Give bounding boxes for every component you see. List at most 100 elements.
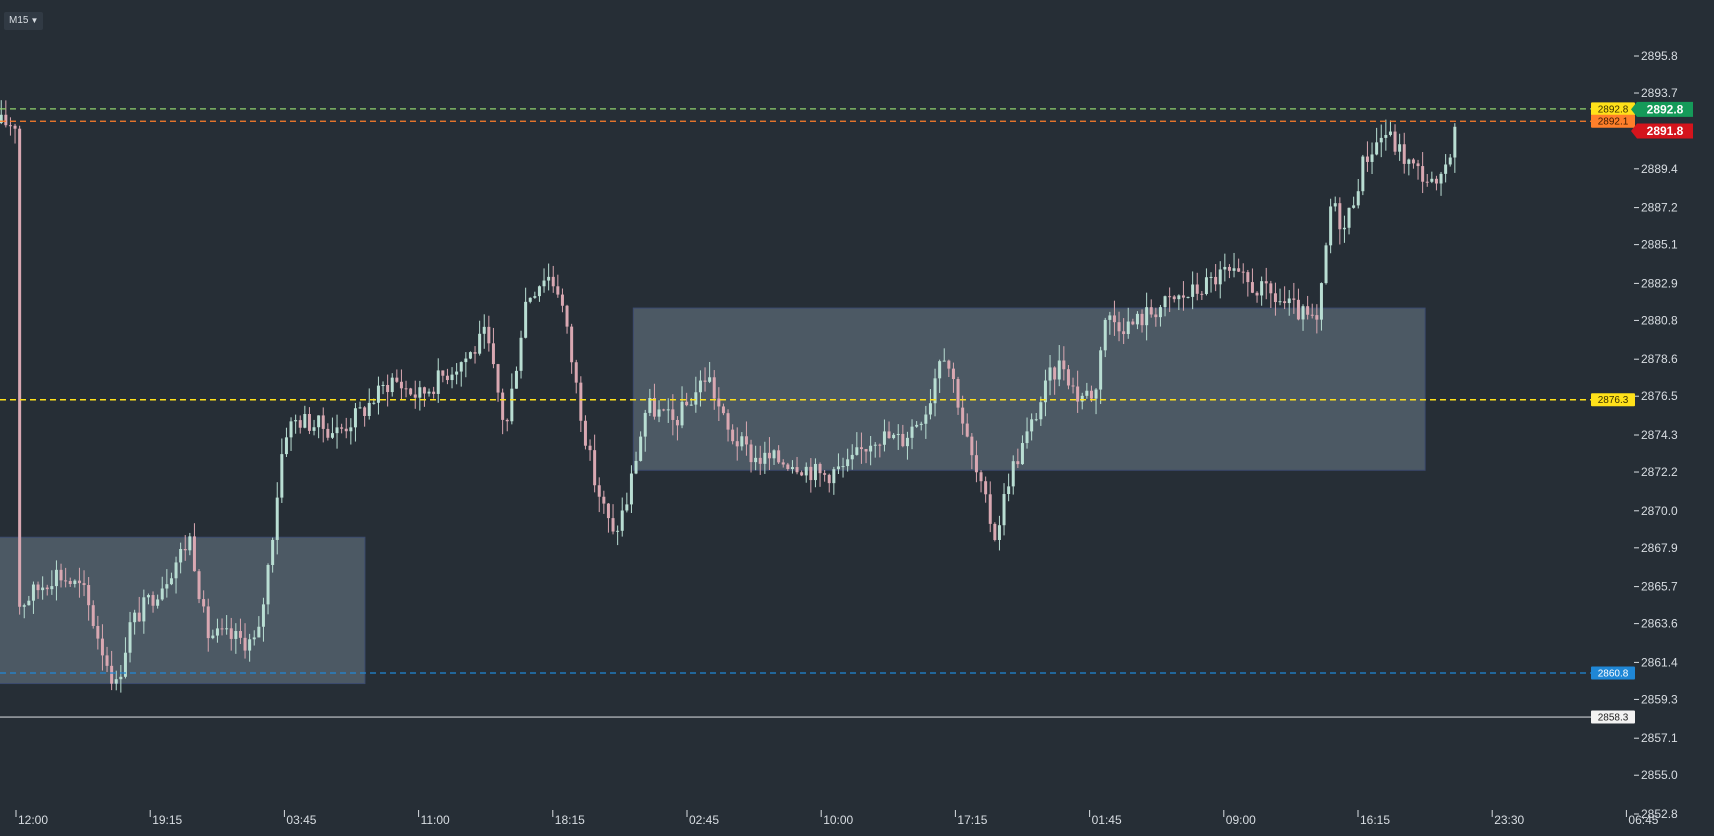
candle (1140, 309, 1144, 333)
candle (1416, 159, 1420, 180)
candle (381, 381, 385, 395)
ask-quote-tag: 2892.8 (1631, 101, 1693, 117)
candle (974, 440, 978, 483)
candle (896, 424, 900, 450)
candle (593, 434, 597, 493)
candle (146, 593, 150, 605)
candle (482, 314, 486, 349)
candle (1131, 318, 1135, 326)
candle (928, 389, 932, 420)
candle (717, 387, 721, 422)
candle (804, 462, 808, 483)
candle (36, 581, 40, 599)
candle (13, 123, 17, 144)
svg-text:2859.3: 2859.3 (1641, 692, 1678, 706)
candle (836, 453, 840, 475)
candle (869, 436, 873, 466)
svg-text:2860.8: 2860.8 (1598, 668, 1629, 679)
candle (588, 439, 592, 461)
candle (220, 618, 224, 636)
candle (192, 523, 196, 572)
candle (142, 589, 146, 634)
price-axis[interactable]: 2895.82893.72891.52889.42887.22885.12882… (1634, 49, 1678, 821)
candle (294, 414, 298, 434)
candle (261, 597, 265, 642)
candle (818, 462, 822, 487)
candle (639, 431, 643, 462)
candle (473, 346, 477, 364)
candle (4, 100, 8, 128)
candle (1273, 282, 1277, 316)
candle (487, 315, 491, 352)
candle (252, 630, 256, 646)
candle (675, 416, 679, 441)
candle (1057, 345, 1061, 387)
candle (197, 569, 201, 604)
candle (82, 570, 86, 597)
candle (64, 567, 68, 588)
candle (31, 581, 35, 614)
candle (933, 368, 937, 417)
candle (997, 515, 1001, 551)
candle (662, 408, 666, 412)
candle (123, 637, 127, 679)
candle (386, 374, 390, 407)
svg-text:18:15: 18:15 (555, 813, 585, 827)
candle (1324, 242, 1328, 285)
price-tick: 2872.2 (1634, 465, 1678, 479)
candle (353, 402, 357, 442)
candle (533, 291, 537, 299)
svg-text:2885.1: 2885.1 (1641, 238, 1678, 252)
horizontal-price-lines[interactable] (0, 108, 1591, 718)
candle (73, 579, 77, 588)
low-line-label: 2858.3 (1591, 710, 1635, 724)
candle (18, 125, 22, 615)
candle (1347, 207, 1351, 235)
time-tick: 19:15 (149, 810, 183, 827)
candle (0, 100, 3, 125)
price-tick: 2857.1 (1634, 731, 1678, 745)
candle (464, 352, 468, 378)
candle (409, 387, 413, 396)
price-tick: 2889.4 (1634, 162, 1678, 176)
svg-text:06:45: 06:45 (1628, 813, 1658, 827)
candle (266, 563, 270, 615)
candle (1421, 152, 1425, 194)
time-tick: 01:45 (1089, 810, 1122, 827)
candle (257, 616, 261, 638)
price-labels: 2892.8 2892.1 2876.3 2860.8 2858.3 2892.8 2891… (1591, 101, 1693, 724)
price-tick: 2865.7 (1634, 580, 1678, 594)
candle (1099, 346, 1103, 404)
candle (50, 570, 54, 595)
candle (432, 386, 436, 399)
svg-text:2892.8: 2892.8 (1598, 104, 1629, 115)
candle (450, 367, 454, 389)
candle (1117, 311, 1121, 342)
candle (1025, 417, 1029, 449)
candle (901, 424, 905, 448)
candle (579, 376, 583, 432)
candle (1365, 141, 1369, 172)
candle (800, 470, 804, 477)
candle (1126, 307, 1130, 339)
candle (680, 386, 684, 429)
candle (1278, 288, 1282, 306)
candle (335, 414, 339, 449)
candle (1444, 154, 1448, 183)
time-axis[interactable]: 12:00 19:15 03:45 11:00 18:15 02:45 10:00 17:15… (15, 810, 1659, 827)
timeframe-selector[interactable]: M15 ▼ (4, 12, 44, 30)
candle (754, 445, 758, 471)
candle (1292, 282, 1296, 314)
zone-box-1[interactable] (0, 536, 366, 685)
candle (777, 445, 781, 464)
candle (441, 370, 445, 383)
price-tick: 2887.2 (1634, 201, 1678, 215)
candle (1043, 369, 1047, 417)
time-tick: 17:15 (954, 810, 988, 827)
price-tick: 2893.7 (1634, 86, 1678, 100)
candle (289, 417, 293, 451)
candle (1287, 290, 1291, 316)
svg-text:03:45: 03:45 (286, 813, 316, 827)
candle (1053, 366, 1057, 395)
